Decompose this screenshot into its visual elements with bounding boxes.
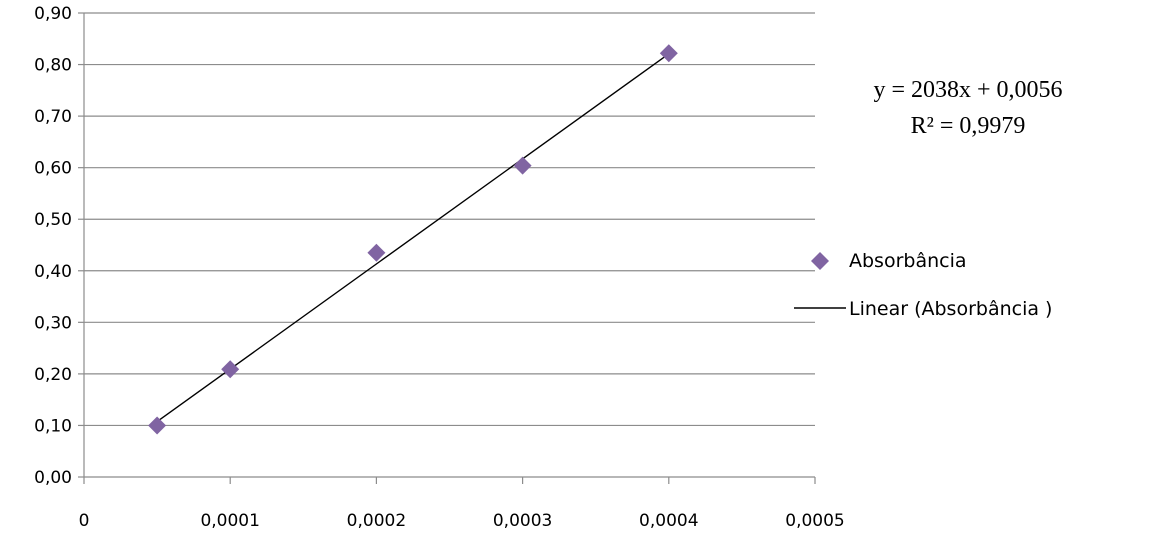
- trendline: [156, 53, 670, 423]
- trendline-r2-text: R² = 0,9979: [911, 113, 1026, 139]
- trendline-equation: y = 2038x + 0,0056 R² = 0,9979: [873, 77, 1062, 139]
- y-tick-label-2: 0,20: [34, 365, 72, 385]
- y-tick-label-9: 0,90: [34, 4, 72, 24]
- y-tick-label-1: 0,10: [34, 416, 72, 436]
- y-axis-ticks: 0,00 0,10 0,20 0,30 0,40 0,50 0,60 0,70 0,80 0,90: [34, 4, 84, 488]
- legend-label-absorbancia: Absorbância: [849, 250, 967, 272]
- y-tick-label-3: 0,30: [34, 313, 72, 333]
- y-tick-label-8: 0,80: [34, 56, 72, 76]
- axes: [83, 13, 815, 478]
- data-point-3: [513, 156, 532, 175]
- x-axis-ticks: 0 0,0001 0,0002 0,0003 0,0004 0,0005: [79, 477, 845, 531]
- x-tick-label-1: 0,0001: [200, 511, 259, 531]
- x-tick-label-4: 0,0004: [639, 511, 698, 531]
- y-tick-label-6: 0,60: [34, 159, 72, 179]
- x-tick-label-2: 0,0002: [347, 511, 406, 531]
- data-points: [148, 44, 678, 435]
- y-tick-label-4: 0,40: [34, 262, 72, 282]
- trendline-equation-text: y = 2038x + 0,0056: [873, 77, 1062, 103]
- x-tick-label-0: 0: [79, 511, 90, 531]
- legend-label-linear: Linear (Absorbância ): [849, 298, 1052, 320]
- grid-lines: [84, 12, 815, 427]
- trendline-group: [156, 53, 670, 423]
- legend-marker-absorbancia: [811, 252, 829, 270]
- legend: Absorbância Linear (Absorbância ): [794, 250, 1052, 320]
- y-tick-label-7: 0,70: [34, 107, 72, 127]
- x-tick-label-5: 0,0005: [785, 511, 844, 531]
- y-tick-label-0: 0,00: [34, 468, 72, 488]
- data-point-2: [367, 243, 386, 262]
- data-point-4: [659, 44, 678, 63]
- y-tick-label-5: 0,50: [34, 210, 72, 230]
- data-point-0: [148, 416, 167, 435]
- data-point-1: [221, 360, 240, 379]
- x-tick-label-3: 0,0003: [493, 511, 552, 531]
